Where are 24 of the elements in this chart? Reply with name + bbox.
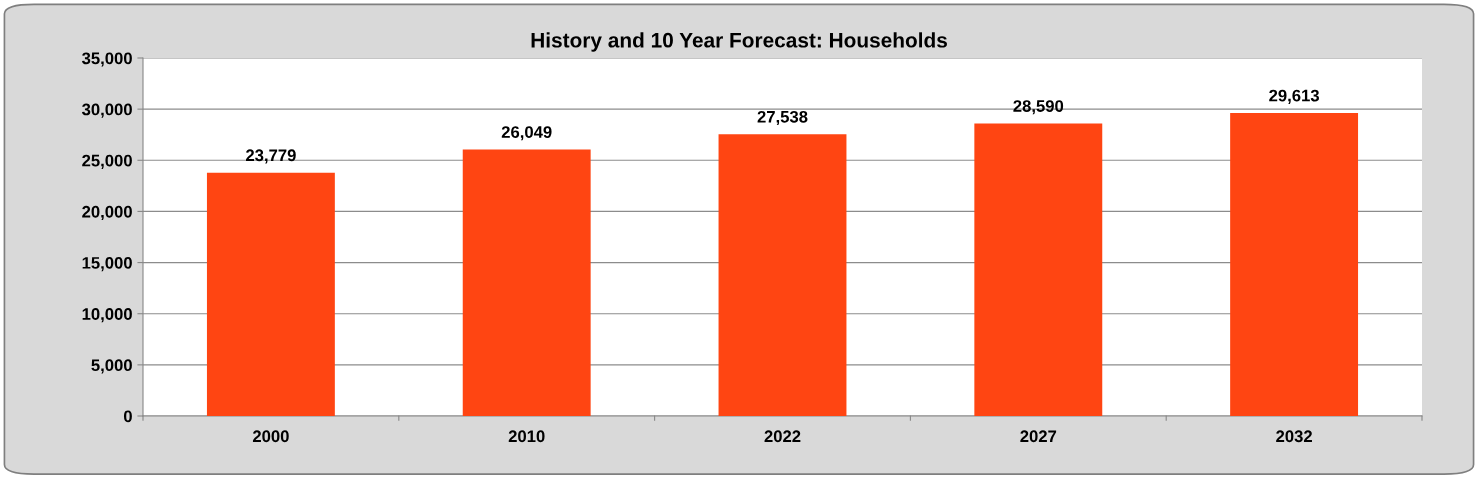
y-tick-label: 15,000 (82, 256, 132, 272)
bar (718, 134, 847, 416)
y-tick-label: 35,000 (81, 52, 132, 67)
data-label: 23,779 (245, 149, 296, 164)
y-tick-label: 30,000 (81, 103, 132, 118)
x-tick-label: 2000 (252, 430, 289, 443)
x-tick-label: 2032 (1276, 430, 1312, 443)
y-tick-label: 20,000 (82, 205, 132, 221)
bar (462, 149, 591, 416)
data-label: 27,538 (757, 110, 808, 126)
x-tick-label: 2022 (764, 430, 801, 443)
x-tick-label: 2010 (508, 430, 545, 443)
bar (206, 172, 335, 416)
data-label: 28,590 (1013, 100, 1064, 115)
y-tick-label: 10,000 (82, 308, 132, 323)
y-tick-label: 0 (123, 410, 132, 423)
x-tick-label: 2027 (1020, 430, 1057, 443)
bar (974, 123, 1103, 416)
y-tick-label: 5,000 (91, 359, 132, 374)
chart-title: History and 10 Year Forecast: Households (531, 32, 947, 52)
data-label: 29,613 (1269, 89, 1319, 104)
bar (1230, 113, 1359, 416)
y-tick-label: 25,000 (82, 154, 132, 169)
data-label: 26,049 (501, 126, 552, 141)
